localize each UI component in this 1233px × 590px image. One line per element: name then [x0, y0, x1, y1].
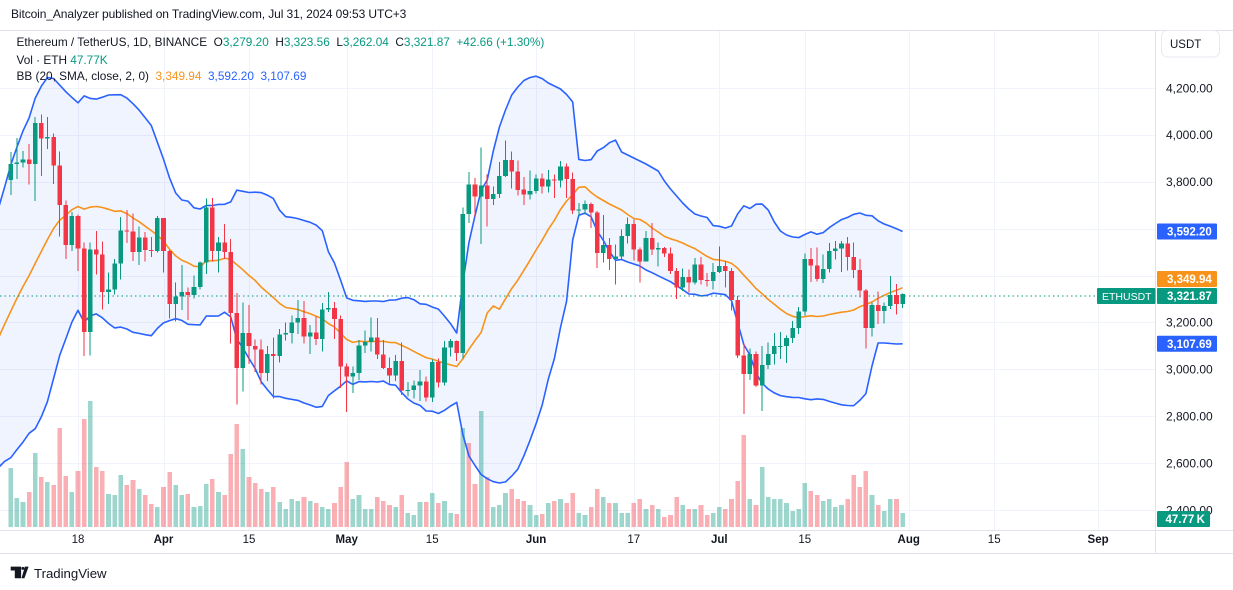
svg-text:15: 15	[798, 534, 811, 546]
svg-text:4,000.00: 4,000.00	[1166, 128, 1213, 142]
svg-text:15: 15	[988, 534, 1001, 546]
svg-text:ETHUSDT: ETHUSDT	[1102, 291, 1152, 303]
svg-text:3,321.87: 3,321.87	[1167, 291, 1212, 303]
svg-text:2,600.00: 2,600.00	[1166, 456, 1213, 470]
svg-text:Vol · ETH 47.77K: Vol · ETH 47.77K	[17, 53, 108, 67]
svg-text:TradingView: TradingView	[34, 566, 107, 581]
svg-text:3,000.00: 3,000.00	[1166, 363, 1213, 377]
svg-text:15: 15	[426, 534, 439, 546]
svg-text:18: 18	[72, 534, 85, 546]
svg-text:3,349.94: 3,349.94	[1167, 274, 1212, 286]
svg-text:Sep: Sep	[1088, 534, 1109, 546]
svg-text:Ethereum / TetherUS, 1D, BINAN: Ethereum / TetherUS, 1D, BINANCE O3,279.…	[17, 35, 545, 49]
svg-text:Jun: Jun	[526, 534, 546, 546]
svg-text:47.77 K: 47.77 K	[1166, 514, 1206, 526]
svg-text:Apr: Apr	[154, 534, 174, 546]
svg-text:3,800.00: 3,800.00	[1166, 175, 1213, 189]
svg-text:4,200.00: 4,200.00	[1166, 81, 1213, 95]
svg-text:3,107.69: 3,107.69	[1167, 339, 1212, 351]
svg-text:17: 17	[627, 534, 640, 546]
svg-text:May: May	[336, 534, 359, 546]
svg-text:3,592.20: 3,592.20	[1167, 227, 1212, 239]
svg-text:2,800.00: 2,800.00	[1166, 410, 1213, 424]
svg-text:15: 15	[243, 534, 256, 546]
svg-text:Jul: Jul	[711, 534, 728, 546]
svg-text:BB (20, SMA, close, 2, 0) 3,3: BB (20, SMA, close, 2, 0) 3,349.94 3,592…	[17, 69, 307, 83]
svg-text:Aug: Aug	[898, 534, 920, 546]
svg-text:USDT: USDT	[1170, 39, 1201, 51]
svg-text:3,200.00: 3,200.00	[1166, 316, 1213, 330]
svg-text:Bitcoin_Analyzer published on: Bitcoin_Analyzer published on TradingVie…	[11, 7, 407, 21]
